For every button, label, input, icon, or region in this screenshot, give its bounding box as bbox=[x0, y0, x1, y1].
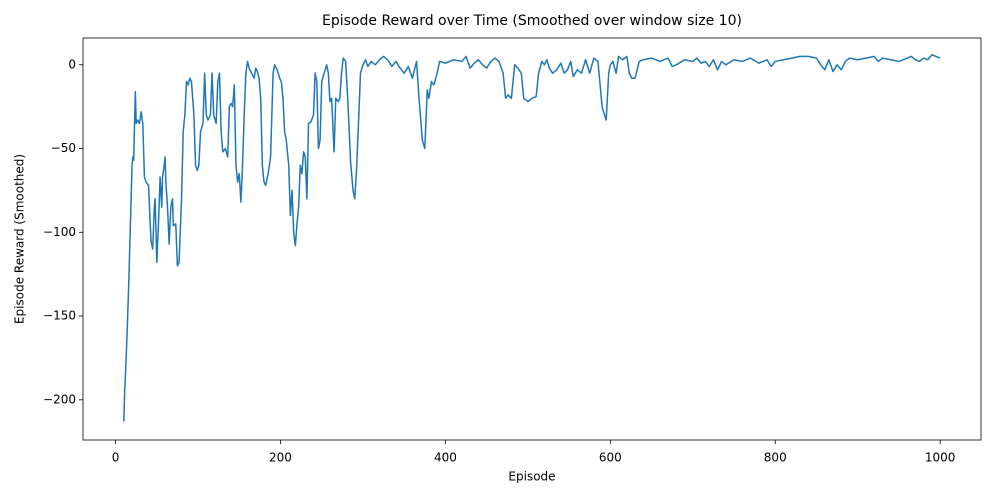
y-axis-label: Episode Reward (Smoothed) bbox=[13, 154, 27, 324]
x-tick-label: 0 bbox=[112, 451, 120, 465]
x-tick-label: 800 bbox=[764, 451, 787, 465]
x-tick-label: 600 bbox=[599, 451, 622, 465]
y-tick-label: −50 bbox=[51, 141, 76, 155]
x-tick-label: 400 bbox=[434, 451, 457, 465]
plot-area bbox=[123, 54, 941, 422]
axes-frame bbox=[82, 37, 982, 441]
x-tick-label: 1000 bbox=[925, 451, 956, 465]
y-tick-label: 0 bbox=[68, 57, 76, 71]
x-tick-label: 200 bbox=[269, 451, 292, 465]
chart-title: Episode Reward over Time (Smoothed over … bbox=[322, 13, 742, 29]
y-tick-label: −150 bbox=[43, 309, 76, 323]
y-tick-label: −100 bbox=[43, 225, 76, 239]
y-tick-label: −200 bbox=[43, 392, 76, 406]
line-series bbox=[123, 54, 941, 422]
x-axis-label: Episode bbox=[508, 470, 555, 484]
